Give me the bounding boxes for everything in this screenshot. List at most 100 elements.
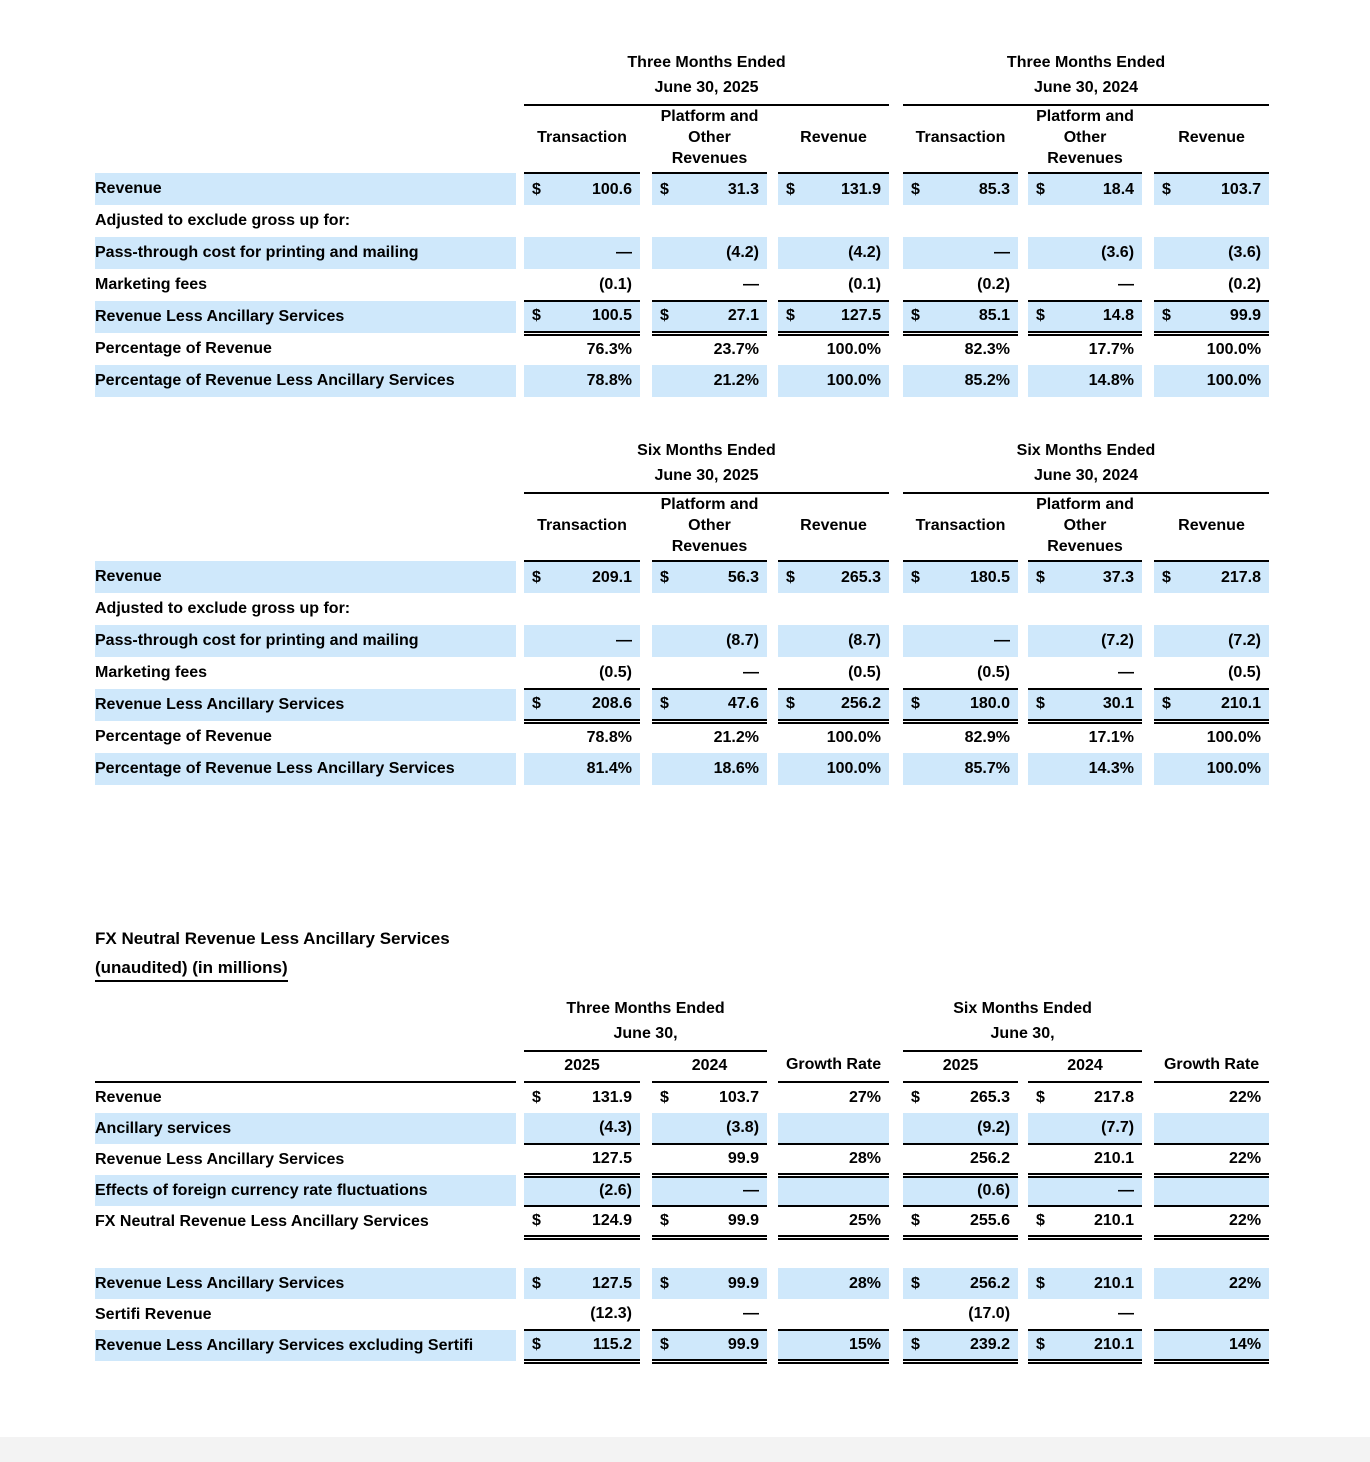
row-label: Revenue [95,561,516,593]
table-row: Marketing fees (0.5) — (0.5) (0.5) — (0.5) [95,657,1269,690]
value-cell: 82.9% [903,721,1018,753]
period-group-title: Three Months Ended June 30, 2025 [524,50,890,106]
value-cell-content: 210.1 [1028,1150,1142,1168]
spacer-cell [640,561,652,593]
value-cell-content: 15% [778,1336,889,1354]
dollar-sign: $ [660,180,669,198]
period-group-header-row: Six Months Ended June 30, 2025 Six Months … [95,438,1269,494]
spacer-cell [1018,269,1028,301]
value-cell-content: $210.1 [1154,695,1269,713]
value-cell [1154,205,1269,237]
value-cell-content: 100.0% [778,760,889,778]
cell-value: 17.7% [1088,341,1135,359]
spacer-cell [1142,237,1154,269]
value-cell: (0.1) [524,269,640,302]
column-header: Transaction [903,105,1019,174]
cell-value: 99.9 [727,1274,760,1292]
spacer-cell [767,1113,778,1144]
cell-value: 210.1 [1094,1149,1135,1167]
dollar-sign: $ [911,695,920,713]
cell-value: 210.1 [1094,1335,1135,1353]
value-cell [1154,1175,1270,1207]
value-cell: 22% [1154,1144,1270,1178]
value-cell: $85.3 [903,173,1019,205]
column-header-label: Growth Rate [1163,1056,1260,1073]
value-cell-content: 78.8% [524,372,640,390]
spacer-cell [1018,105,1028,173]
value-cell-content: $18.4 [1028,181,1142,199]
value-cell: $47.6 [652,689,767,724]
value-cell: $99.9 [652,1330,768,1364]
value-cell: 17.1% [1028,721,1142,753]
value-cell: (17.0) [903,1299,1019,1331]
row-label: Percentage of Revenue [95,340,272,357]
dollar-sign: $ [1036,568,1045,586]
value-cell: 22% [1154,1268,1270,1299]
dollar-sign: $ [660,1274,669,1292]
spacer-cell [1142,689,1154,721]
table-row: Revenue Less Ancillary Services $127.5 $99… [95,1268,1270,1299]
spacer-cell [516,205,524,237]
column-header-label: Other Revenues [671,517,748,555]
spacer-cell [889,1330,903,1361]
spacer-cell [640,1175,652,1206]
spacer-cell [516,689,524,721]
value-cell: $37.3 [1028,561,1142,593]
dollar-sign: $ [1162,180,1171,198]
spacer-cell [889,689,903,721]
spacer-cell [640,301,652,333]
spacer-cell [1018,721,1028,753]
value-cell: $265.3 [778,561,889,593]
value-cell: 28% [778,1144,890,1178]
row-label: Adjusted to exclude gross up for: [95,600,351,617]
spacer-cell [889,593,903,625]
value-cell: $256.2 [903,1268,1019,1299]
value-cell: 22% [1154,1082,1269,1113]
spacer-cell [1142,1206,1154,1237]
value-cell-content: 81.4% [524,760,640,778]
row-label-header-cell [95,105,516,173]
value-cell: 82.3% [903,333,1018,365]
value-cell-content: $103.7 [1154,181,1269,199]
period-group-title-line: Three Months Ended [1006,54,1166,71]
value-cell: 81.4% [524,753,640,785]
value-cell: — [652,1299,768,1331]
value-cell: 27% [778,1082,889,1113]
value-cell-content: — [652,1182,767,1200]
value-cell [652,593,767,625]
spacer-cell [516,1144,524,1175]
value-cell-content: (0.2) [1154,276,1269,294]
spacer-cell [640,689,652,721]
table-row: Adjusted to exclude gross up for: [95,205,1269,237]
spacer-cell [889,1082,903,1113]
spacer-cell [767,1330,778,1361]
value-cell: — [652,1175,768,1207]
row-label: Revenue Less Ancillary Services [95,301,516,333]
six-months-revenue-table-section: Six Months Ended June 30, 2025 Six Months … [95,438,1269,785]
cell-value: 208.6 [591,695,632,713]
cell-value: (17.0) [968,1305,1011,1322]
spacer-cell [516,625,524,657]
spacer-cell [767,205,778,237]
cell-value: 209.1 [591,568,632,586]
table-row: Revenue $100.6 $31.3 $131.9 $85.3 $18.4 $103.7 [95,173,1270,205]
spacer-cell [889,301,903,333]
cell-value: (7.7) [1101,1119,1135,1136]
spacer-cell [767,593,778,625]
value-cell [1154,1113,1270,1145]
spacer-cell [1142,173,1154,205]
spacer-cell [640,1051,652,1082]
cell-value: 14.8% [1088,372,1135,389]
spacer-cell [1142,753,1154,785]
spacer-cell [1018,173,1028,205]
row-label: Adjusted to exclude gross up for: [95,212,351,229]
value-cell-content: (3.8) [652,1119,767,1137]
value-cell: 15% [778,1330,890,1364]
row-label: Pass-through cost for printing and maili… [95,625,516,657]
dollar-sign: $ [1036,307,1045,325]
value-cell-content: (0.6) [903,1182,1018,1200]
value-cell: — [1028,269,1143,302]
cell-value: 23.7% [713,341,759,359]
value-cell-content: 21.2% [652,372,767,390]
table-row: Revenue $131.9 $103.7 27% $265.3 $217.8 22% [95,1082,1269,1113]
